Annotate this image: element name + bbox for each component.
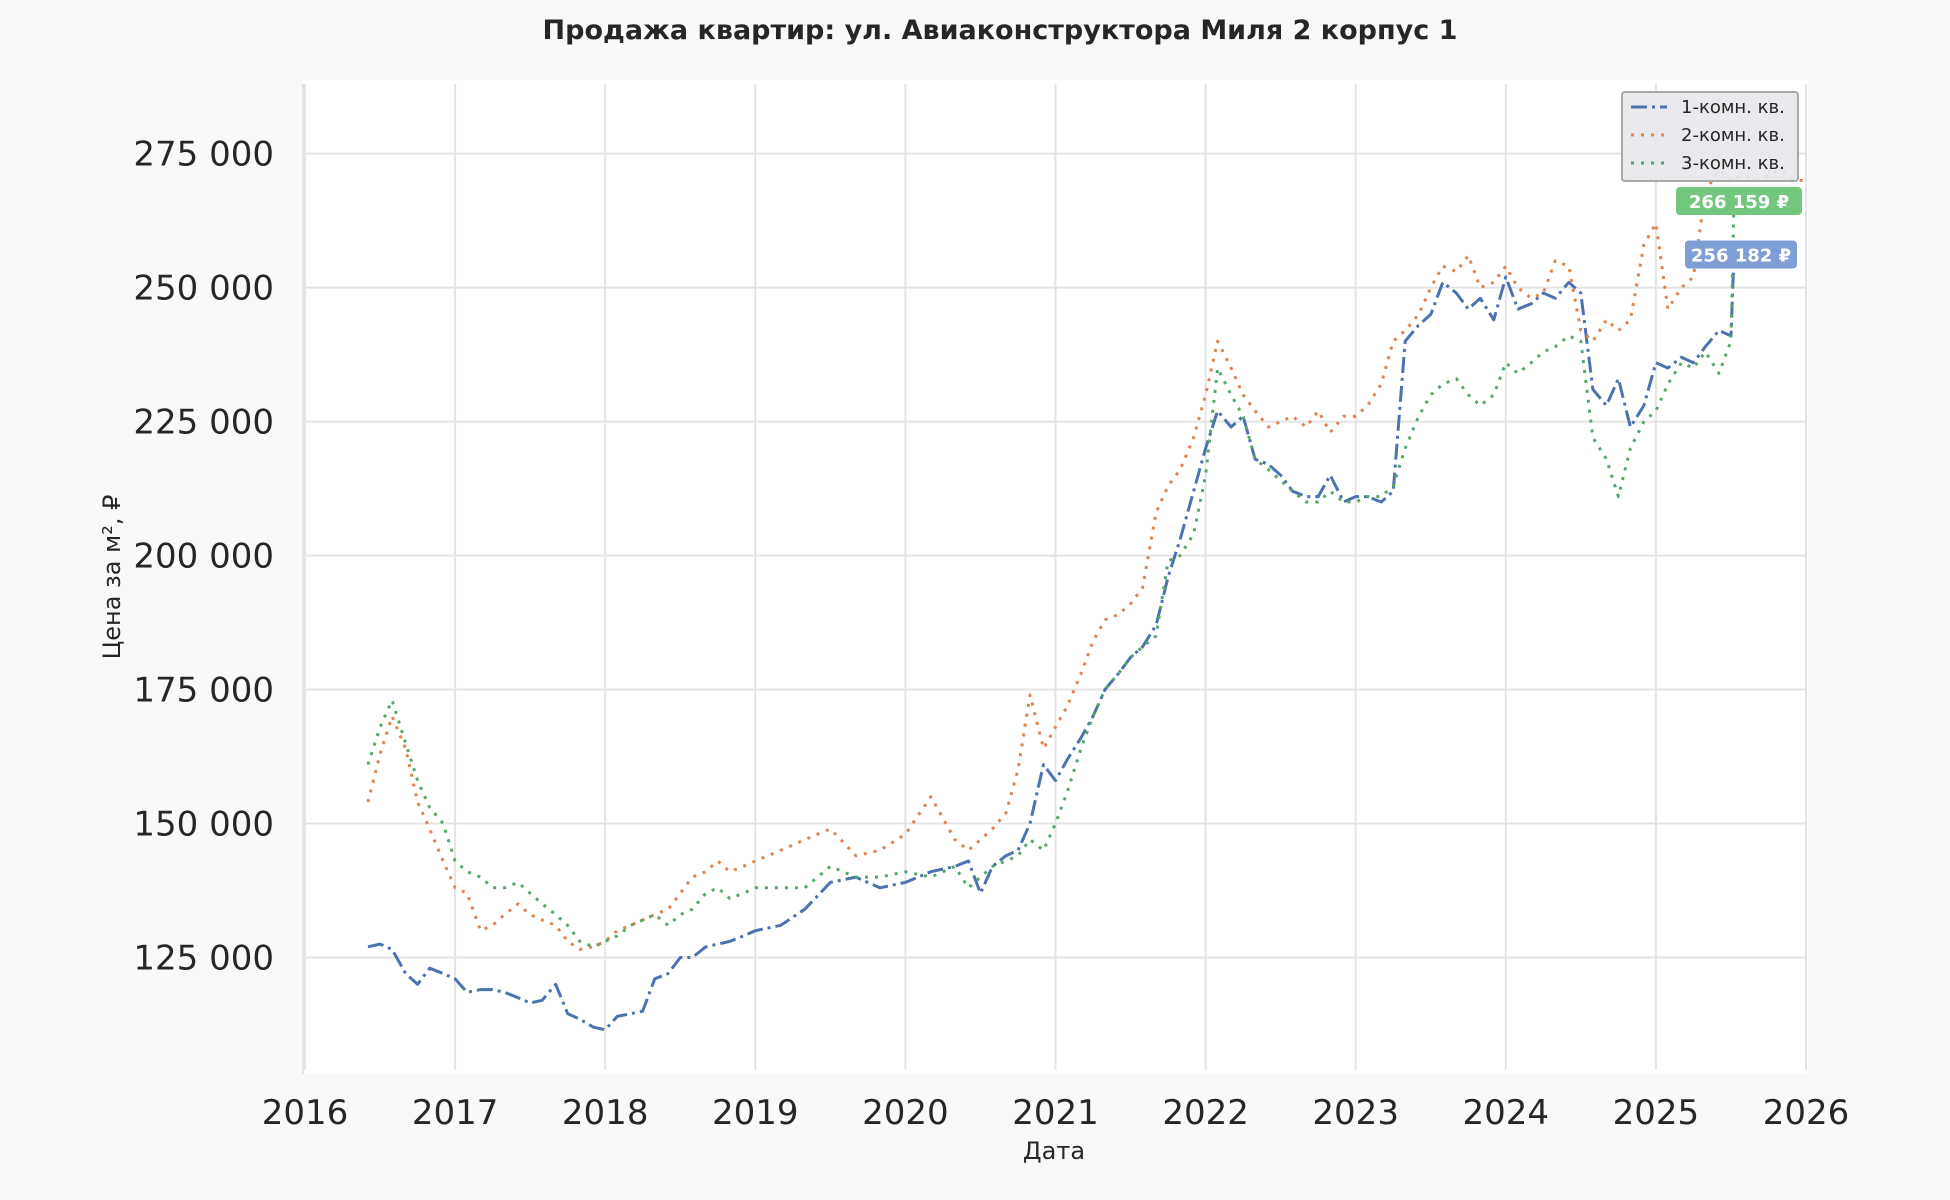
y-tick-label-6: 275 000 (133, 135, 274, 175)
chart-title: Продажа квартир: ул. Авиаконструктора Ми… (543, 15, 1458, 46)
last-value-badge-1: 256 182 ₽ (1691, 246, 1791, 267)
y-tick-label-4: 225 000 (133, 403, 274, 443)
x-tick-label-3: 2019 (712, 1093, 799, 1133)
y-tick-label-2: 175 000 (133, 671, 274, 711)
y-tick-labels: 125 000 150 000 175 000 200 000 225 000 250 0… (133, 135, 274, 979)
x-tick-label-1: 2017 (412, 1093, 499, 1133)
x-tick-labels: 2016 2017 2018 2019 2020 2021 2022 2023 2024 2025… (262, 1093, 1850, 1133)
series-layer (366, 168, 1806, 1032)
legend-label-2: 2-комн. кв. (1681, 125, 1785, 146)
x-tick-label-0: 2016 (262, 1093, 349, 1133)
x-tick-label-2: 2018 (562, 1093, 649, 1133)
legend-box (1621, 91, 1799, 182)
x-tick-label-7: 2023 (1312, 1093, 1399, 1133)
last-value-labels: 256 182 ₽ 266 159 ₽ (1676, 187, 1802, 269)
series-line-2 (366, 168, 1806, 951)
series-line-3 (366, 200, 1736, 949)
x-tick-label-10: 2026 (1763, 1093, 1850, 1133)
x-tick-label-8: 2024 (1463, 1093, 1550, 1133)
y-tick-label-5: 250 000 (133, 269, 274, 309)
x-tick-label-5: 2021 (1012, 1093, 1099, 1133)
y-tick-label-0: 125 000 (133, 938, 274, 978)
x-tick-label-6: 2022 (1162, 1093, 1249, 1133)
y-tick-label-1: 150 000 (133, 805, 274, 845)
x-tick-label-9: 2025 (1613, 1093, 1700, 1133)
last-value-badge-bg-2 (1676, 187, 1802, 216)
x-axis-label: Дата (1023, 1137, 1085, 1165)
last-value-badge-2: 266 159 ₽ (1689, 192, 1789, 213)
legend-label-1: 1-комн. кв. (1681, 97, 1785, 118)
x-tick-label-4: 2020 (862, 1093, 949, 1133)
legend: 1-комн. кв. 2-комн. кв. 3-комн. кв. (1621, 91, 1799, 182)
y-axis-label: Цена за м², ₽ (98, 495, 126, 660)
y-tick-label-3: 200 000 (133, 537, 274, 577)
last-value-badge-bg-1 (1685, 240, 1797, 269)
grid (304, 84, 1807, 1070)
legend-label-3: 3-комн. кв. (1681, 153, 1785, 174)
series-line-1 (367, 254, 1736, 1032)
